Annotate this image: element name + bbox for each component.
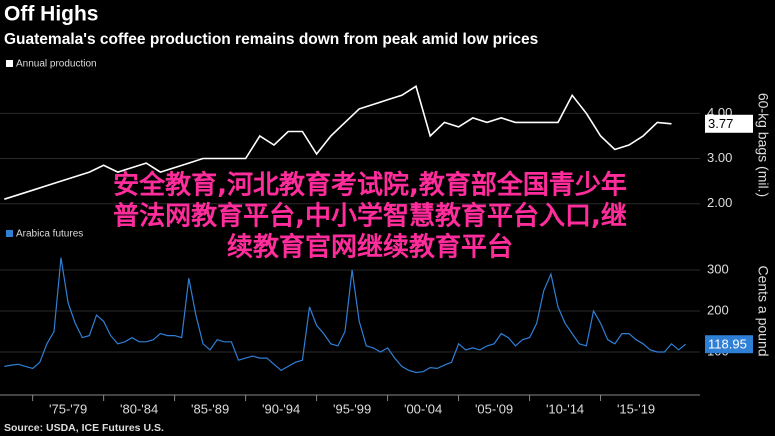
chart-subtitle: Guatemala's coffee production remains do…: [4, 31, 538, 48]
y-axis-label: Cents a pound: [755, 265, 771, 356]
value-label: 118.95: [708, 337, 747, 352]
x-tick-label: '80-'84: [120, 401, 158, 416]
value-badge: [705, 335, 753, 354]
overlay-text: 普法网教育平台,中小学智慧教育平台入口,继: [113, 201, 627, 232]
data-line: [4, 257, 687, 374]
x-tick-label: '90-'94: [262, 401, 300, 416]
y-axis-label: 60-kg bags (mil.): [755, 93, 771, 197]
y-tick-label: 2.00: [707, 195, 732, 210]
legend-label: Annual production: [16, 59, 97, 70]
y-tick-label: 300: [707, 261, 729, 276]
y-tick-label: 200: [707, 302, 729, 317]
x-tick-label: '10-'14: [546, 401, 584, 416]
value-badge: [705, 114, 753, 133]
legend-label: Arabica futures: [16, 229, 83, 240]
x-tick-label: '85-'89: [191, 401, 229, 416]
chart-title: Off Highs: [4, 3, 99, 26]
overlay-text: 安全教育,河北教育考试院,教育部全国青少年: [113, 170, 627, 201]
value-label: 3.77: [708, 116, 733, 131]
x-tick-label: '00-'04: [404, 401, 442, 416]
x-tick-label: '95-'99: [333, 401, 371, 416]
data-line: [4, 85, 672, 200]
overlay-text: 续教育官网继续教育平台: [227, 232, 513, 263]
legend-swatch: [6, 230, 13, 237]
x-tick-label: '15-'19: [617, 401, 655, 416]
x-tick-label: '75-'79: [49, 401, 87, 416]
source: Source: USDA, ICE Futures U.S.: [4, 422, 164, 434]
legend-swatch: [6, 60, 13, 67]
x-tick-label: '05-'09: [475, 401, 513, 416]
y-tick-label: 3.00: [707, 150, 732, 165]
